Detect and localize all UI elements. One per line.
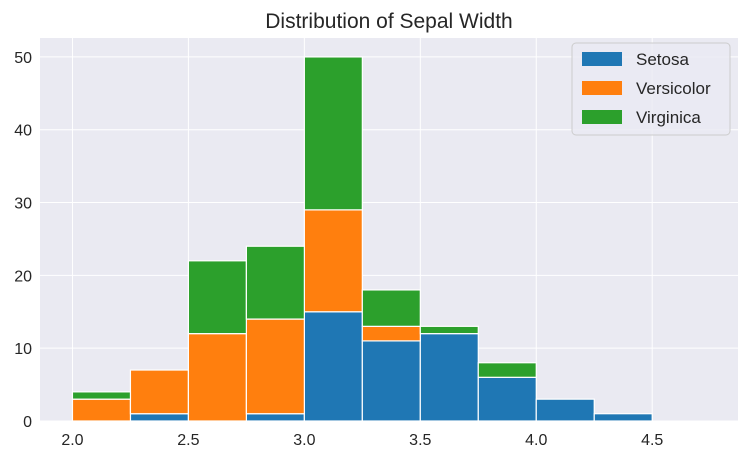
- bar-setosa-bin-4: [303, 311, 363, 422]
- y-tick-label: 20: [14, 268, 32, 285]
- legend-swatch-virginica: [582, 110, 622, 124]
- y-tick-label: 40: [14, 123, 32, 140]
- legend: Setosa Versicolor Virginica: [571, 42, 731, 136]
- legend-label-setosa: Setosa: [636, 50, 689, 69]
- y-tick-label: 50: [14, 50, 32, 67]
- bar-versicolor-bin-2: [187, 333, 247, 422]
- bar-setosa-bin-6: [419, 333, 479, 422]
- bar-virginica-bin-2: [187, 260, 247, 335]
- x-tick-label: 4.0: [525, 432, 547, 449]
- bar-versicolor-bin-3: [245, 318, 305, 415]
- chart-title: Distribution of Sepal Width: [265, 10, 512, 33]
- y-tick-label: 30: [14, 196, 32, 213]
- bar-versicolor-bin-5: [361, 325, 421, 342]
- bar-setosa-bin-5: [361, 340, 421, 422]
- bar-setosa-bin-1: [129, 413, 190, 422]
- bar-setosa-bin-9: [593, 413, 653, 422]
- bar-setosa-bin-8: [535, 398, 595, 422]
- bar-versicolor-bin-1: [129, 369, 190, 415]
- bars: [71, 56, 653, 422]
- legend-label-virginica: Virginica: [636, 108, 701, 127]
- bar-virginica-bin-0: [71, 391, 132, 400]
- bar-virginica-bin-6: [419, 325, 479, 335]
- legend-swatch-setosa: [582, 52, 622, 66]
- bar-virginica-bin-5: [361, 289, 421, 327]
- y-tick-label: 10: [14, 341, 32, 358]
- bar-setosa-bin-7: [477, 376, 537, 422]
- x-tick-label: 3.0: [293, 432, 315, 449]
- x-tick-label: 4.5: [641, 432, 663, 449]
- bar-virginica-bin-3: [245, 245, 305, 320]
- ticks: 2.0 2.5 3.0 3.5 4.0 4.5 0 10 20 30 40 50: [14, 50, 663, 449]
- legend-swatch-versicolor: [582, 81, 622, 95]
- bar-versicolor-bin-4: [303, 209, 363, 313]
- x-tick-label: 2.5: [177, 432, 199, 449]
- bar-setosa-bin-3: [245, 413, 305, 422]
- bar-virginica-bin-7: [477, 362, 537, 378]
- x-tick-label: 3.5: [409, 432, 431, 449]
- y-tick-label: 0: [23, 414, 32, 431]
- legend-label-versicolor: Versicolor: [636, 79, 711, 98]
- bar-versicolor-bin-0: [71, 398, 132, 422]
- bar-virginica-bin-4: [303, 56, 363, 211]
- x-tick-label: 2.0: [61, 432, 83, 449]
